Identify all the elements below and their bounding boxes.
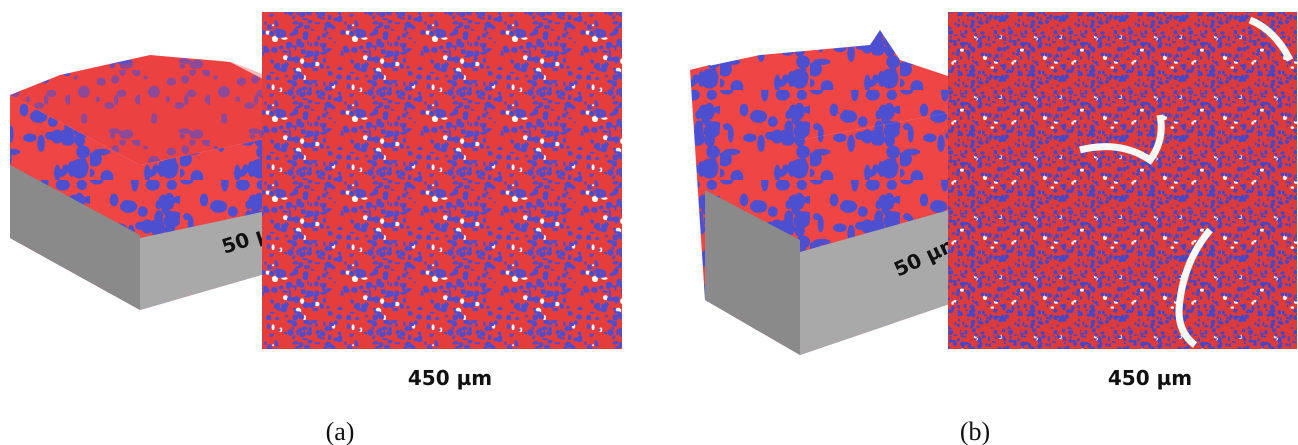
panel-caption: (a) [326, 417, 355, 445]
surface-map [262, 12, 622, 349]
surface-map [948, 12, 1297, 349]
panel-caption: (b) [960, 417, 990, 445]
map-scale-label: 450 µm [1108, 366, 1192, 390]
figure: 50 µm 450 µm (a) 50 µm 450 µm (b) [0, 0, 1298, 445]
map-scale-label: 450 µm [408, 366, 492, 390]
